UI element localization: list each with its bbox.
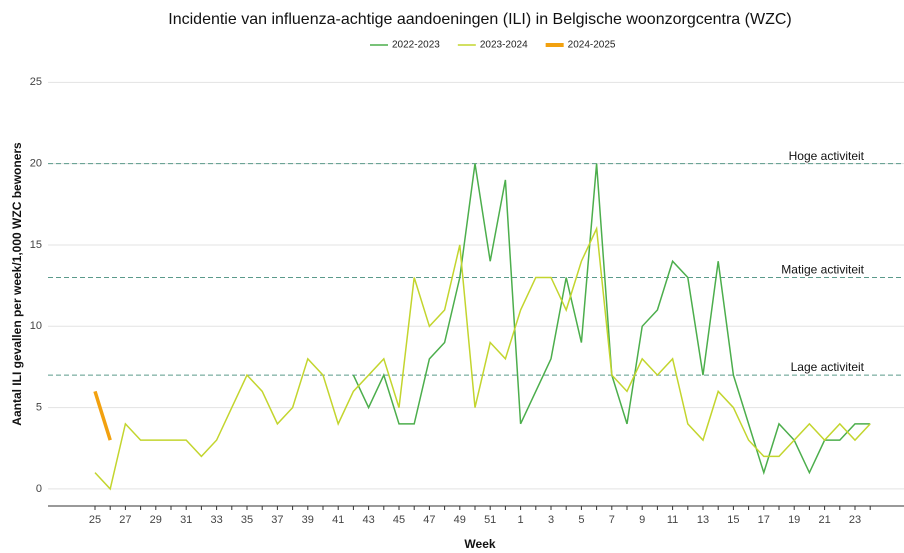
threshold-label: Matige activiteit: [781, 263, 864, 277]
x-tick-label: 23: [849, 514, 861, 526]
chart-title: Incidentie van influenza-achtige aandoen…: [168, 11, 791, 28]
y-tick-label: 0: [36, 483, 42, 495]
threshold-label: Hoge activiteit: [789, 149, 865, 163]
x-tick-label: 25: [89, 514, 101, 526]
x-tick-label: 45: [393, 514, 405, 526]
x-tick-label: 27: [119, 514, 131, 526]
y-tick-label: 15: [30, 239, 42, 251]
x-tick-label: 43: [362, 514, 374, 526]
x-tick-label: 5: [578, 514, 584, 526]
x-tick-label: 31: [180, 514, 192, 526]
x-tick-label: 1: [518, 514, 524, 526]
x-tick-label: 33: [210, 514, 222, 526]
y-tick-label: 20: [30, 158, 42, 170]
x-tick-label: 51: [484, 514, 496, 526]
x-tick-label: 39: [302, 514, 314, 526]
series-line: [352, 163, 871, 476]
x-tick-label: 17: [758, 514, 770, 526]
x-tick-label: 29: [150, 514, 162, 526]
x-tick-label: 21: [818, 514, 830, 526]
x-tick-label: 41: [332, 514, 344, 526]
y-axis-title: Aantal ILI gevallen per week/1,000 WZC b…: [10, 142, 24, 426]
y-tick-label: 5: [36, 402, 42, 414]
x-axis-title: Week: [464, 537, 495, 551]
y-tick-label: 25: [30, 76, 42, 88]
x-tick-label: 13: [697, 514, 709, 526]
x-tick-label: 9: [639, 514, 645, 526]
series-line: [93, 390, 112, 441]
x-tick-label: 49: [454, 514, 466, 526]
y-tick-label: 10: [30, 320, 42, 332]
x-tick-label: 19: [788, 514, 800, 526]
x-tick-label: 7: [609, 514, 615, 526]
legend-label: 2024-2025: [568, 40, 616, 51]
legend-label: 2022-2023: [392, 40, 440, 51]
threshold-label: Lage activiteit: [791, 360, 865, 374]
x-tick-label: 15: [727, 514, 739, 526]
x-tick-label: 47: [423, 514, 435, 526]
legend-label: 2023-2024: [480, 40, 528, 51]
x-tick-label: 3: [548, 514, 554, 526]
x-tick-label: 37: [271, 514, 283, 526]
series-line: [94, 225, 871, 491]
x-tick-label: 11: [667, 514, 678, 526]
x-tick-label: 35: [241, 514, 253, 526]
